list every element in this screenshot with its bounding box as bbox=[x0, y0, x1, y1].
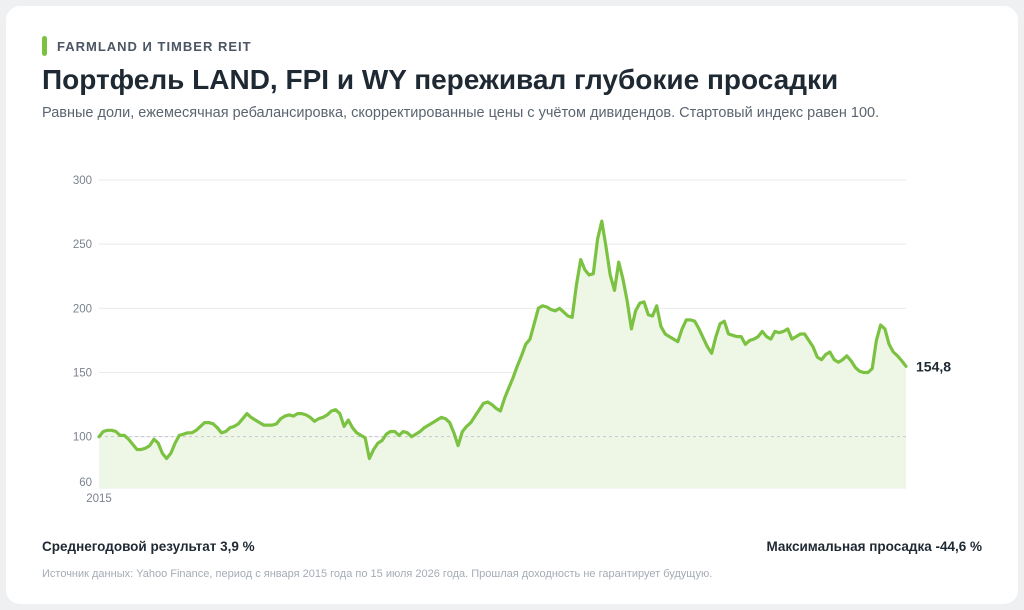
chart-subtitle: Равные доли, ежемесячная ребалансировка,… bbox=[42, 105, 880, 121]
y-tick-label: 150 bbox=[73, 368, 92, 380]
kicker-label: FARMLAND И TIMBER REIT bbox=[57, 38, 252, 54]
y-tick-label: 200 bbox=[73, 303, 92, 315]
y-tick-label: 300 bbox=[73, 175, 92, 187]
series-line bbox=[97, 219, 908, 461]
kicker: FARMLAND И TIMBER REIT bbox=[42, 36, 252, 56]
cagr-stat: Среднегодовой результат 3,9 % bbox=[42, 539, 255, 554]
area-fill bbox=[99, 221, 906, 488]
chart-title: Портфель LAND, FPI и WY переживал глубок… bbox=[42, 64, 839, 95]
x-tick-label: 2015 bbox=[86, 493, 112, 505]
last-value-label: 154,8 bbox=[916, 358, 951, 374]
y-tick-label: 250 bbox=[73, 239, 92, 251]
source-note: Источник данных: Yahoo Finance, период с… bbox=[42, 568, 713, 580]
y-tick-label: 60 bbox=[79, 477, 92, 489]
max-drawdown-stat: Максимальная просадка -44,6 % bbox=[766, 539, 982, 554]
kicker-accent-bar bbox=[42, 36, 47, 56]
y-tick-label: 100 bbox=[73, 432, 92, 444]
chart-card: FARMLAND И TIMBER REIT Портфель LAND, FP… bbox=[6, 6, 1018, 604]
